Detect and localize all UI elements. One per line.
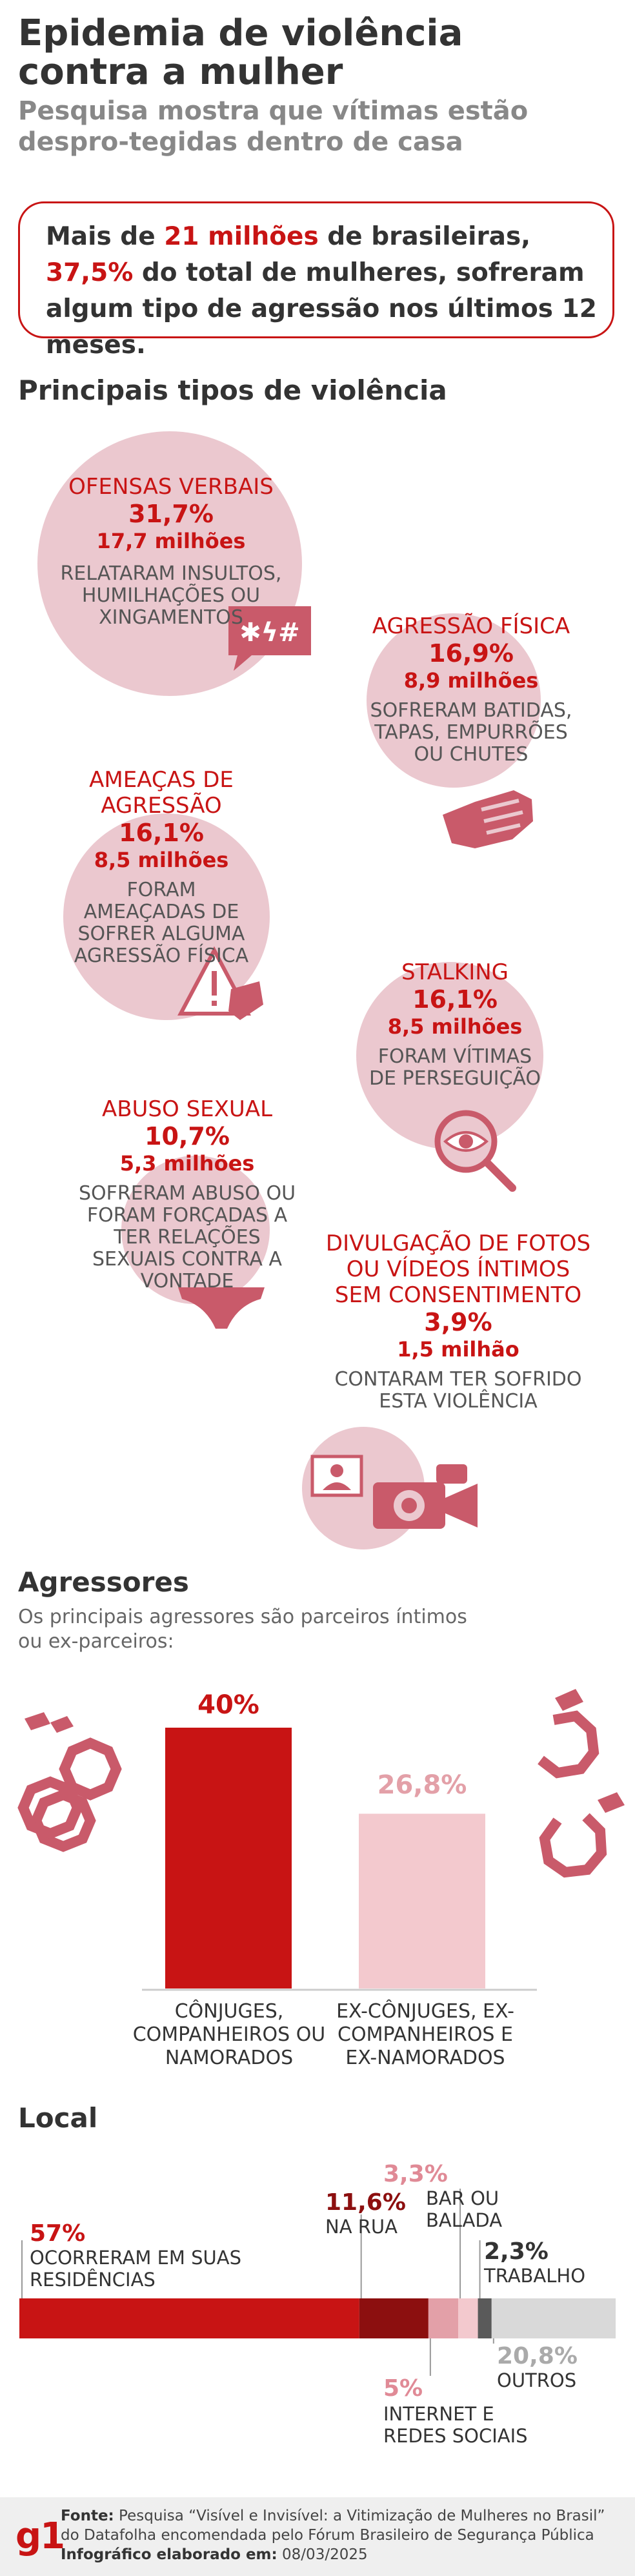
aggressors-bar-1 — [165, 1728, 292, 1988]
violence-percent: 10,7% — [145, 1122, 230, 1150]
location-segment-5 — [478, 2298, 492, 2338]
location-value-other: 20,8% — [497, 2343, 578, 2369]
location-value-bar: 3,3% — [383, 2161, 448, 2187]
location-segment-4 — [458, 2298, 478, 2338]
violence-description: FORAM AMEAÇADAS DE SOFRER ALGUMA AGRESSÃ… — [74, 879, 249, 967]
violence-description: CONTARAM TER SOFRIDO ESTA VIOLÊNCIA — [334, 1368, 582, 1413]
circle-threats — [63, 813, 270, 1020]
violence-description: SOFRERAM BATIDAS, TAPAS, EMPURRÕES OU CH… — [370, 699, 572, 766]
broken-rings-icon — [538, 1689, 625, 1878]
aggressors-value-label-2: 26,8% — [377, 1770, 467, 1800]
location-label-home: OCORRERAM EM SUAS RESIDÊNCIAS — [30, 2247, 242, 2291]
violence-section-title: Principais tipos de violência — [18, 374, 447, 406]
speech-bubble-symbols: ✱ϟ# — [239, 618, 299, 648]
summary-callout: Mais de 21 milhões de brasileiras, 37,5%… — [18, 201, 614, 360]
circle-sexual — [121, 1156, 270, 1304]
aggressors-category-label-2: EX-CÔNJUGES, EX-COMPANHEIROS E EX-NAMORA… — [336, 2000, 514, 2069]
location-section-title: Local — [18, 2102, 98, 2134]
location-label-other: OUTROS — [497, 2369, 577, 2391]
violence-percent: 3,9% — [424, 1308, 492, 1336]
wedding-rings-icon — [17, 1712, 122, 1852]
location-segment-6 — [491, 2298, 616, 2338]
violence-percent: 31,7% — [128, 500, 214, 528]
violence-description: SOFRERAM ABUSO OU FORAM FORÇADAS A TER R… — [78, 1182, 296, 1293]
aggressors-description: Os principais agressores são parceiros í… — [18, 1606, 467, 1653]
violence-absolute: 8,5 milhões — [94, 848, 229, 872]
violence-description: FORAM VÍTIMAS DE PERSEGUIÇÃO — [368, 1045, 541, 1090]
camera-photo-icon — [310, 1455, 478, 1529]
aggressors-section-title: Agressores — [18, 1566, 189, 1598]
g1-logo: g1 — [15, 2515, 65, 2557]
location-label-work: TRABALHO — [484, 2265, 586, 2287]
summary-text: Mais de 21 milhões de brasileiras, 37,5%… — [46, 222, 597, 360]
violence-description: RELATARAM INSULTOS, HUMILHAÇÕES OU XINGA… — [60, 562, 282, 629]
location-stacked-bar — [19, 2189, 616, 2376]
fist-icon — [443, 790, 533, 848]
location-value-home: 57% — [30, 2220, 86, 2247]
violence-absolute: 1,5 milhão — [397, 1337, 519, 1362]
location-value-street: 11,6% — [325, 2189, 406, 2216]
violence-category: OFENSAS VERBAIS — [68, 474, 274, 500]
page-subtitle: Pesquisa mostra que vítimas estão despro… — [18, 96, 529, 157]
footer-source: Fonte: Pesquisa “Visível e Invisível: a … — [61, 2508, 605, 2563]
warning-icon — [177, 946, 263, 1020]
violence-category: DIVULGAÇÃO DE FOTOS OU VÍDEOS ÍNTIMOS SE… — [325, 1231, 591, 1308]
violence-percent: 16,1% — [119, 819, 204, 847]
aggressors-category-label-1: CÔNJUGES, COMPANHEIROS OU NAMORADOS — [132, 2000, 326, 2069]
circle-physical — [367, 613, 541, 788]
location-value-work: 2,3% — [484, 2238, 549, 2265]
magnifier-eye-icon — [434, 1110, 516, 1192]
violence-category: AMEAÇAS DE AGRESSÃO — [89, 767, 234, 819]
violence-item-intimate: DIVULGAÇÃO DE FOTOS OU VÍDEOS ÍNTIMOS SE… — [323, 1231, 594, 1413]
violence-item-sexual: ABUSO SEXUAL 10,7% 5,3 milhões SOFRERAM … — [71, 1096, 303, 1293]
violence-absolute: 8,5 milhões — [387, 1014, 523, 1039]
violence-absolute: 8,9 milhões — [403, 668, 539, 693]
location-segment-3 — [428, 2298, 459, 2338]
violence-absolute: 17,7 milhões — [96, 529, 246, 553]
aggressors-bar-chart — [142, 1728, 537, 1991]
violence-percent: 16,9% — [428, 639, 514, 668]
violence-percent: 16,1% — [412, 985, 498, 1014]
location-label-bar: BAR OU BALADA — [426, 2187, 503, 2231]
aggressors-value-label-1: 40% — [197, 1690, 259, 1720]
violence-category: AGRESSÃO FÍSICA — [372, 613, 570, 639]
violence-item-physical: AGRESSÃO FÍSICA 16,9% 8,9 milhões SOFRER… — [368, 613, 574, 766]
violence-item-stalking: STALKING 16,1% 8,5 milhões FORAM VÍTIMAS… — [361, 959, 549, 1090]
footer: g1 Fonte: Pesquisa “Visível e Invisível:… — [0, 2497, 635, 2576]
violence-category: STALKING — [401, 959, 509, 985]
highlight-percent: 37,5% — [46, 258, 134, 287]
violence-item-verbal: OFENSAS VERBAIS 31,7% 17,7 milhões RELAT… — [52, 474, 290, 629]
page-title: Epidemia de violência contra a mulher — [18, 12, 463, 93]
violence-absolute: 5,3 milhões — [119, 1151, 255, 1176]
violence-item-threats: AMEAÇAS DE AGRESSÃO 16,1% 8,5 milhões FO… — [65, 767, 258, 967]
location-label-internet: INTERNET E REDES SOCIAIS — [383, 2403, 528, 2447]
underwear-icon — [178, 1287, 265, 1329]
location-label-street: NA RUA — [325, 2216, 398, 2238]
location-segment-2 — [359, 2298, 428, 2338]
highlight-millions: 21 milhões — [164, 222, 319, 251]
violence-category: ABUSO SEXUAL — [101, 1096, 273, 1122]
speech-bubble-icon: ✱ϟ# — [228, 606, 311, 671]
aggressors-bar-2 — [359, 1814, 485, 1988]
location-value-internet: 5% — [383, 2375, 423, 2402]
location-segment-1 — [19, 2298, 359, 2338]
